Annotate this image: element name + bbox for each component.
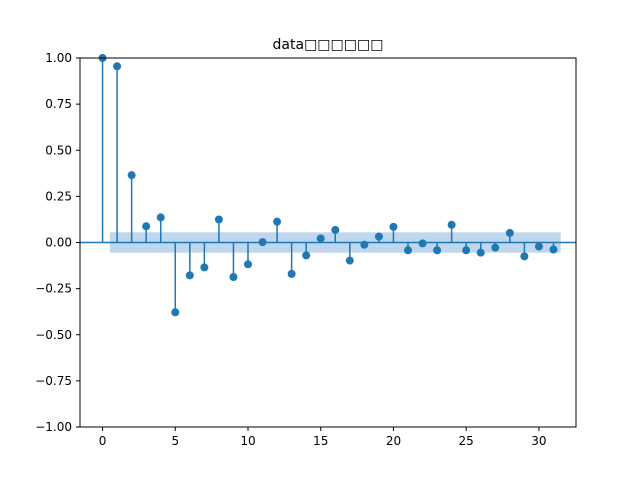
stem-marker-30 — [534, 242, 543, 251]
stem-marker-9 — [229, 273, 238, 282]
stem-layer — [98, 54, 558, 317]
stem-marker-26 — [476, 248, 485, 257]
chart-title: data□□□□□□ — [273, 37, 384, 53]
stem-5 — [171, 242, 180, 317]
y-tick-label-6: 0.50 — [45, 143, 72, 157]
stem-marker-7 — [200, 263, 209, 272]
stem-marker-28 — [505, 228, 514, 237]
stem-23 — [433, 242, 442, 255]
stem-marker-3 — [142, 222, 151, 231]
stem-marker-25 — [462, 246, 471, 255]
stem-4 — [156, 213, 165, 243]
stem-3 — [142, 222, 151, 243]
y-tick-label-7: 0.75 — [45, 97, 72, 111]
x-tick-label-5: 5 — [171, 434, 179, 448]
plot-frame — [79, 57, 577, 428]
stem-6 — [185, 242, 194, 280]
stem-marker-5 — [171, 308, 180, 317]
stem-marker-27 — [491, 243, 500, 252]
stem-marker-20 — [389, 222, 398, 231]
stem-13 — [287, 242, 296, 278]
stem-10 — [244, 242, 252, 269]
stem-12 — [273, 217, 282, 243]
y-tick-label-8: 1.00 — [45, 51, 72, 65]
y-tick-label-0: −1.00 — [35, 420, 72, 434]
x-tick-label-30: 30 — [531, 434, 546, 448]
x-tick-label-20: 20 — [386, 434, 401, 448]
stem-marker-18 — [360, 240, 369, 249]
stem-8 — [214, 215, 223, 243]
stem-22 — [418, 239, 427, 248]
stem-marker-31 — [549, 245, 558, 254]
stem-marker-6 — [185, 271, 194, 280]
stem-marker-10 — [244, 260, 252, 269]
stem-marker-19 — [374, 232, 383, 241]
x-tick-label-25: 25 — [459, 434, 474, 448]
stem-20 — [389, 222, 398, 243]
stem-28 — [505, 228, 514, 243]
stem-24 — [447, 220, 456, 243]
stem-29 — [520, 242, 529, 261]
stem-marker-4 — [156, 213, 165, 222]
stem-14 — [302, 242, 311, 260]
stem-9 — [229, 242, 238, 282]
stem-marker-21 — [404, 246, 412, 255]
stem-27 — [491, 242, 500, 252]
x-tick-label-15: 15 — [313, 434, 328, 448]
stem-marker-23 — [433, 246, 442, 255]
y-tick-label-3: −0.25 — [35, 282, 72, 296]
y-tick-label-2: −0.50 — [35, 328, 72, 342]
stem-21 — [404, 242, 412, 255]
stem-marker-17 — [345, 256, 354, 265]
stem-marker-1 — [113, 62, 122, 71]
stem-marker-12 — [273, 217, 282, 226]
stem-marker-24 — [447, 220, 456, 229]
stem-31 — [549, 242, 558, 254]
stem-18 — [360, 240, 369, 249]
stem-7 — [200, 242, 209, 272]
stem-2 — [127, 171, 136, 243]
stem-marker-22 — [418, 239, 427, 248]
stem-19 — [374, 232, 383, 243]
stem-marker-29 — [520, 252, 529, 261]
stem-marker-16 — [331, 225, 340, 234]
x-tick-label-10: 10 — [240, 434, 255, 448]
axis-layer: 0 5 10 15 20 25 30 −1.00 −0.75 −0.50 −0.25 0.00 0.25… — [35, 51, 546, 448]
stem-marker-13 — [287, 269, 296, 278]
stem-26 — [476, 242, 485, 257]
stem-17 — [345, 242, 354, 265]
stem-15 — [316, 234, 325, 243]
stem-marker-14 — [302, 251, 311, 260]
stem-marker-2 — [127, 171, 136, 180]
x-tick-label-0: 0 — [99, 434, 107, 448]
stem-1 — [113, 62, 122, 243]
stem-marker-11 — [258, 238, 267, 247]
stem-marker-15 — [316, 234, 325, 243]
stem-16 — [331, 225, 340, 243]
stem-30 — [534, 242, 543, 251]
y-tick-label-5: 0.25 — [45, 189, 72, 203]
y-tick-label-4: 0.00 — [45, 236, 72, 250]
stem-11 — [258, 238, 267, 247]
stem-25 — [462, 242, 471, 255]
stem-marker-8 — [214, 215, 223, 224]
y-tick-label-1: −0.75 — [35, 374, 72, 388]
